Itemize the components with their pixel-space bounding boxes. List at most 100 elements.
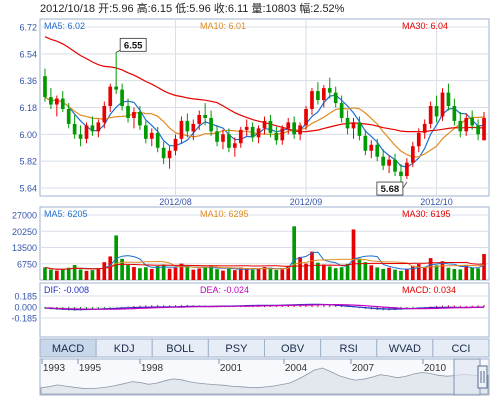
tab-rsi[interactable]: RSI xyxy=(320,338,378,358)
candle-body xyxy=(280,128,285,141)
tab-label: WVAD xyxy=(389,343,421,355)
volume-bar xyxy=(393,269,397,280)
candle xyxy=(90,116,95,136)
price-ytick-label: 6.00 xyxy=(19,130,37,140)
annotation-label: 6.55 xyxy=(124,40,143,51)
svg-text:2012/10/18 开:5.96 高:6.: 2012/10/18 开:5.96 高:6.15 低:5.96 收:6.11 量… xyxy=(40,1,345,15)
candle xyxy=(203,103,208,126)
tab-macd[interactable]: MACD xyxy=(39,338,97,358)
tab-background[interactable] xyxy=(432,338,490,358)
volume-bar xyxy=(274,269,279,280)
volume-bar xyxy=(422,267,427,280)
price-ytick-label: 5.82 xyxy=(19,157,37,167)
macd-legend-item: DEA: -0.024 xyxy=(200,285,249,295)
candle xyxy=(49,88,53,109)
price-ytick-label: 6.36 xyxy=(19,76,37,86)
candle xyxy=(304,106,308,130)
volume-bar xyxy=(452,268,457,280)
candle-body xyxy=(84,125,89,139)
volume-bar xyxy=(292,226,297,280)
candle-body xyxy=(173,138,178,151)
volume-bar xyxy=(90,270,95,280)
header-high-label: 高: xyxy=(137,1,151,15)
volume-legend-item: MA30: 6195 xyxy=(402,209,451,219)
candle xyxy=(232,137,237,157)
volume-bar xyxy=(470,267,475,280)
candle-body xyxy=(316,91,320,101)
candle-body xyxy=(387,159,391,166)
candle-body xyxy=(143,125,148,139)
candle-body xyxy=(369,144,374,151)
candle-body xyxy=(357,122,362,136)
tab-cci[interactable]: CCI xyxy=(432,338,490,358)
candle xyxy=(43,68,47,102)
candle xyxy=(209,110,213,136)
volume-ytick-label: 6750 xyxy=(17,259,37,269)
navigator-year-label: 1993 xyxy=(43,363,66,374)
price-ytick-label: 5.64 xyxy=(19,184,37,194)
volume-bar xyxy=(209,265,213,280)
tab-boll[interactable]: BOLL xyxy=(151,338,209,358)
candle-body xyxy=(345,117,350,129)
candle-body xyxy=(126,106,130,118)
candle-body xyxy=(238,129,243,144)
candle-body xyxy=(161,147,166,159)
candle xyxy=(434,95,439,123)
candle-body xyxy=(185,120,190,132)
candle-body xyxy=(351,122,356,129)
volume-bar xyxy=(60,268,65,280)
candle xyxy=(363,129,368,156)
volume-bar xyxy=(173,267,178,280)
candle xyxy=(149,128,154,147)
candle-body xyxy=(292,122,297,135)
candle xyxy=(339,95,344,123)
candle xyxy=(72,114,77,139)
navigator-year-label: 2010 xyxy=(424,363,447,374)
candle xyxy=(428,101,433,129)
price-ytick-label: 6.72 xyxy=(19,23,37,33)
candle-body xyxy=(262,120,267,129)
candle-body xyxy=(96,122,101,132)
tab-kdj[interactable]: KDJ xyxy=(95,338,153,358)
candle xyxy=(215,125,219,147)
candle xyxy=(316,82,320,105)
candle-body xyxy=(120,89,124,107)
candle-body xyxy=(310,91,314,109)
volume-bar xyxy=(458,269,463,280)
candle-body xyxy=(286,122,291,129)
candle xyxy=(185,113,190,138)
candle-body xyxy=(339,103,344,118)
tab-label: MACD xyxy=(52,343,84,355)
navigator-year-label: 1998 xyxy=(141,363,164,374)
candle xyxy=(84,122,89,144)
volume-bar xyxy=(155,266,160,280)
tab-psy[interactable]: PSY xyxy=(207,338,265,358)
price-xtick-label: 2012/08 xyxy=(159,197,192,207)
tab-wvad[interactable]: WVAD xyxy=(376,338,434,358)
tab-label: PSY xyxy=(225,343,248,355)
navigator-window[interactable] xyxy=(453,358,481,396)
volume-bar xyxy=(434,265,439,280)
volume-bar xyxy=(405,268,409,280)
candle-body xyxy=(446,92,451,107)
annotation-leader xyxy=(402,181,408,189)
candle xyxy=(191,119,196,141)
volume-bar xyxy=(203,267,208,280)
candle-body xyxy=(54,98,59,105)
candle-body xyxy=(428,106,433,124)
volume-bar xyxy=(191,269,196,280)
navigator-year-label: 2004 xyxy=(285,363,308,374)
navigator-handle[interactable] xyxy=(477,365,488,389)
candle-body xyxy=(393,159,397,172)
candle-body xyxy=(132,111,136,118)
volume-bar xyxy=(381,268,386,280)
indicator-tabs: MACD KDJ BOLL PSY OBV RSI WVAD CCI xyxy=(39,338,490,358)
macd-legend-item: MACD: 0.034 xyxy=(402,285,456,295)
candle xyxy=(470,110,475,130)
candle xyxy=(476,119,480,141)
header-close-label: 收: xyxy=(214,1,228,15)
volume-bar xyxy=(375,267,380,280)
candle-body xyxy=(363,135,368,151)
tab-obv[interactable]: OBV xyxy=(264,338,322,358)
tab-label: OBV xyxy=(281,343,305,355)
